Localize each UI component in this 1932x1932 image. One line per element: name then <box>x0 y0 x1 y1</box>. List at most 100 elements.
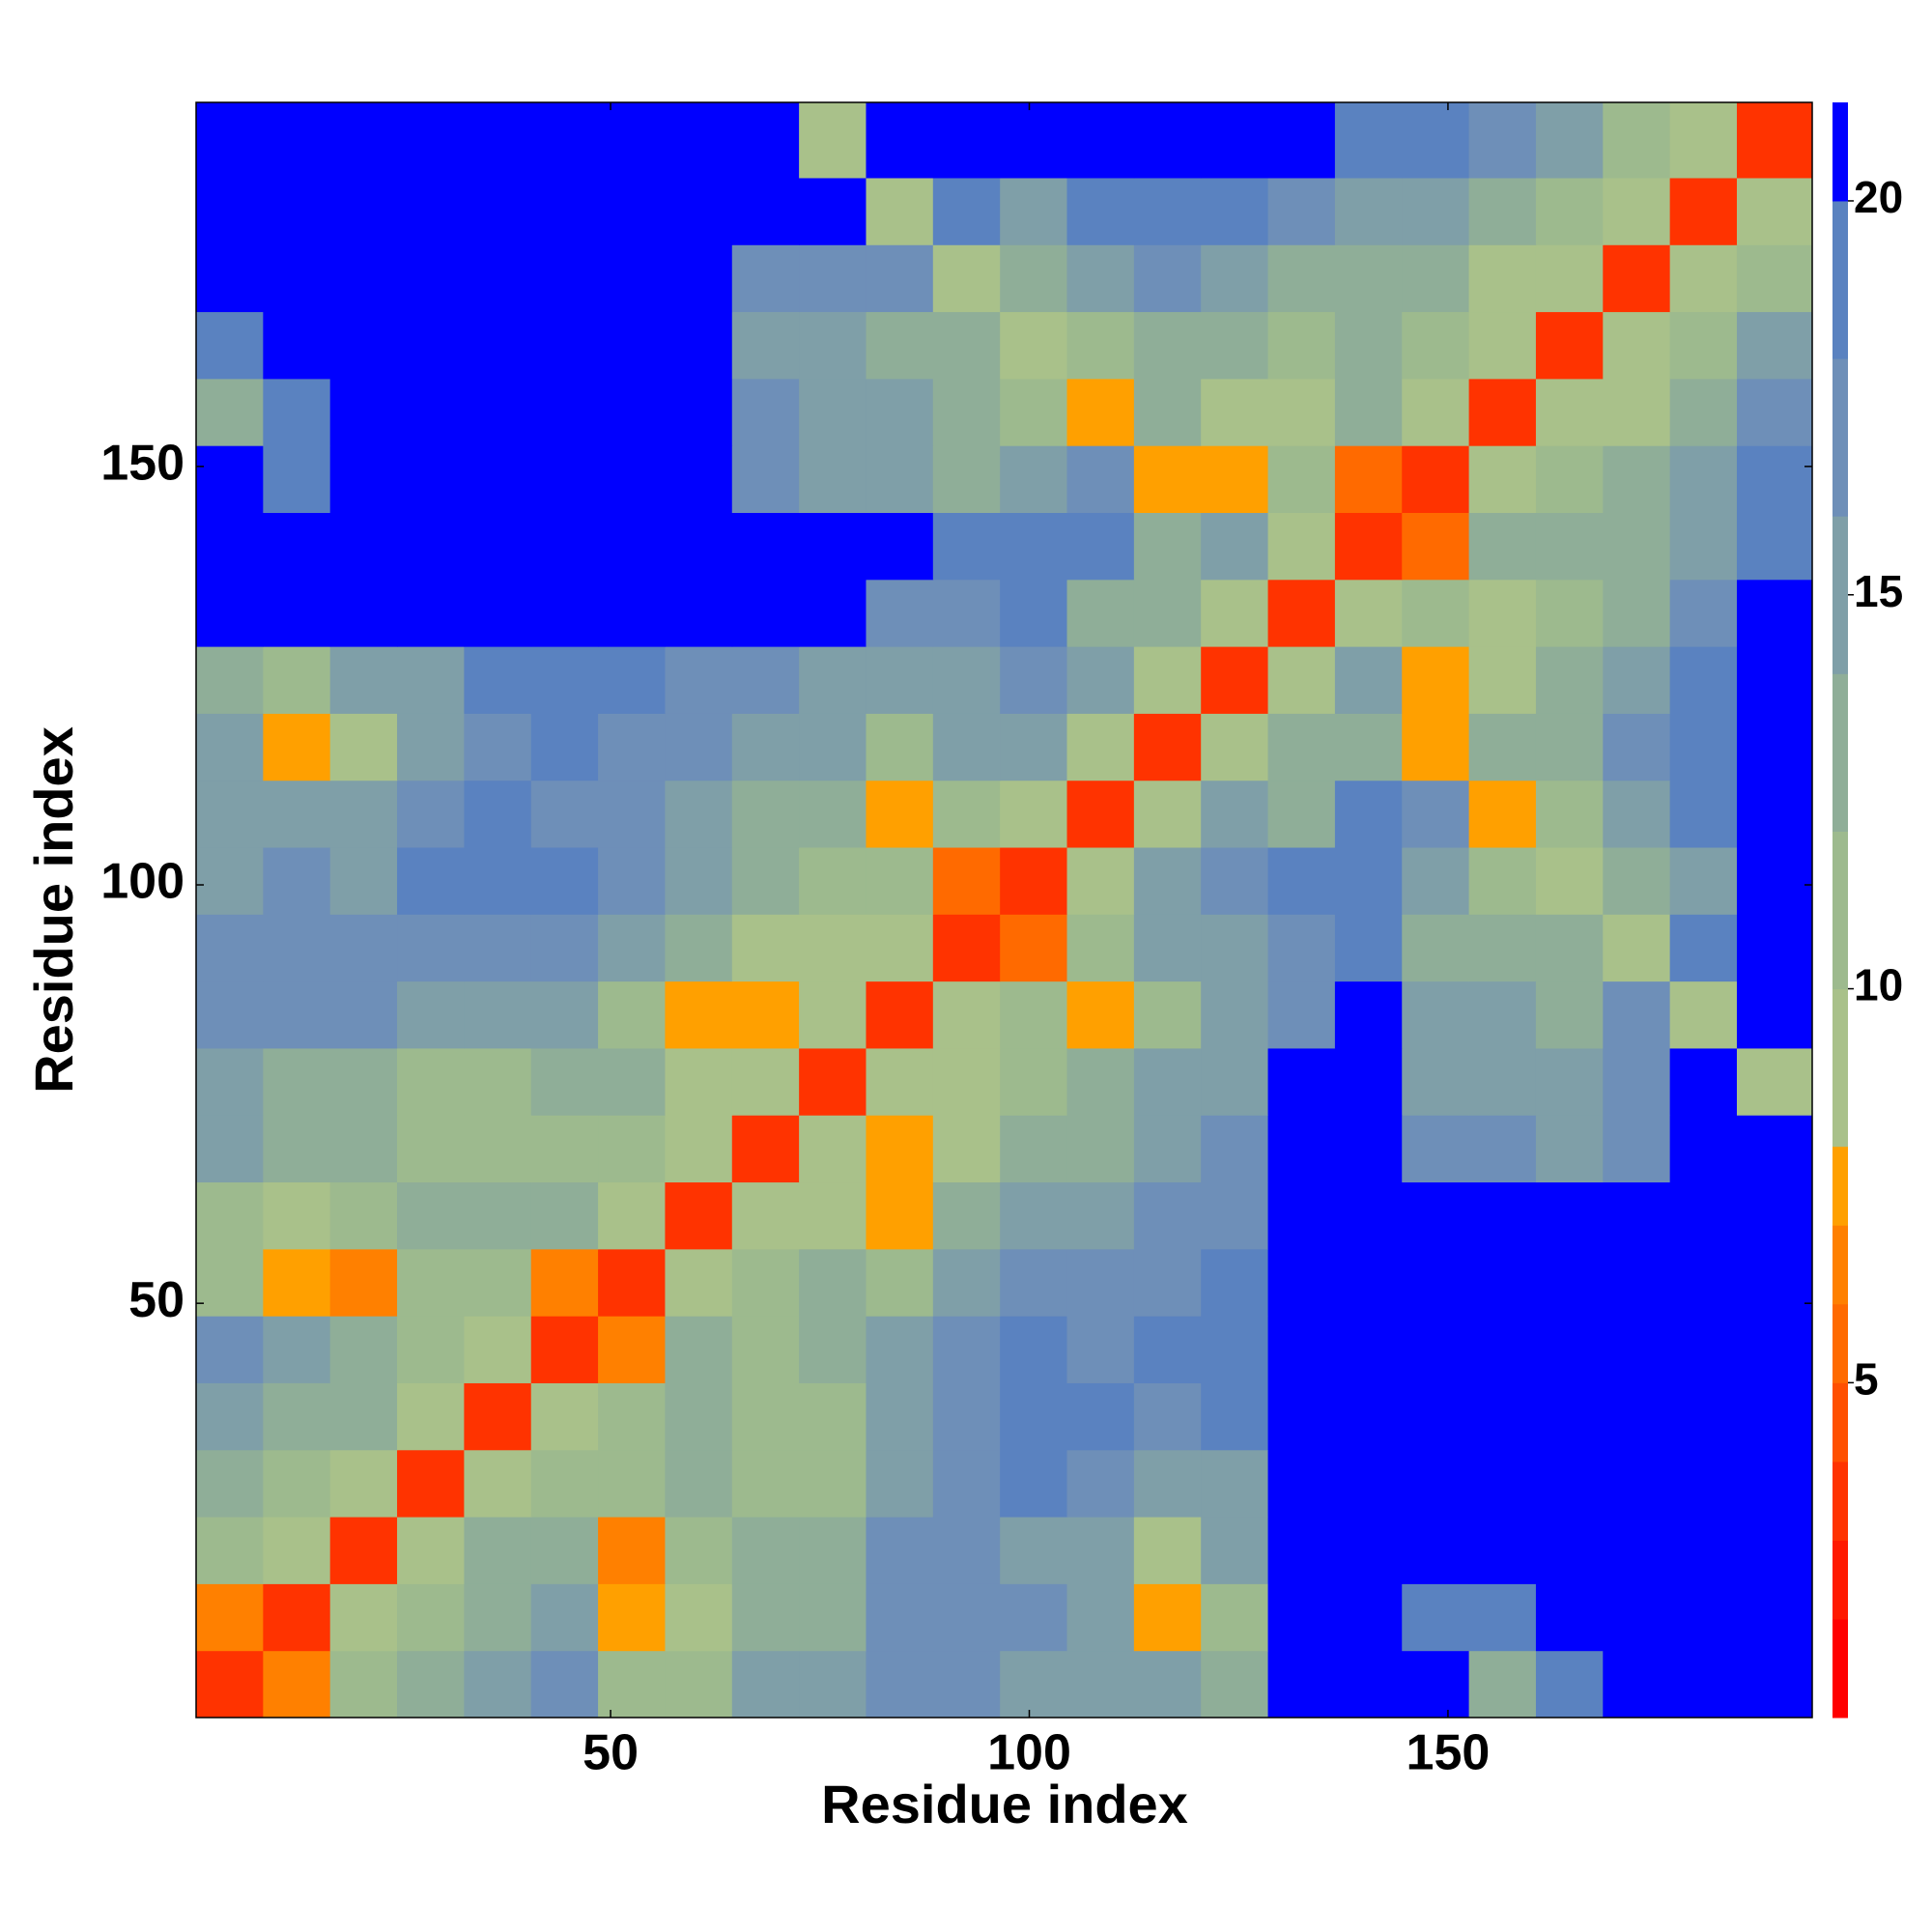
heatmap-cell <box>665 1115 733 1183</box>
heatmap-cell <box>263 1181 331 1250</box>
heatmap-cell <box>1267 1047 1336 1116</box>
heatmap-cell <box>397 1449 465 1518</box>
heatmap-cell <box>1066 1248 1135 1317</box>
heatmap-cell <box>1468 177 1537 245</box>
heatmap-cell <box>598 980 666 1049</box>
heatmap-cell <box>1201 1517 1269 1584</box>
heatmap-cell <box>1468 1650 1537 1719</box>
heatmap-cell <box>731 1517 800 1584</box>
heatmap-cell <box>263 847 331 915</box>
heatmap-cell <box>1603 378 1671 446</box>
heatmap-cell <box>1468 1449 1537 1518</box>
heatmap-cell <box>1736 1115 1813 1183</box>
heatmap-cell <box>1267 1650 1336 1719</box>
heatmap-cell <box>1066 1115 1135 1183</box>
heatmap-cell <box>1603 1583 1671 1652</box>
heatmap-cell <box>1402 646 1470 714</box>
heatmap-cell <box>1468 378 1537 446</box>
heatmap-cell <box>329 713 398 781</box>
heatmap-cell <box>1402 980 1470 1049</box>
heatmap-cell <box>329 512 398 581</box>
heatmap-cell <box>1402 445 1470 513</box>
heatmap-cell <box>464 102 532 179</box>
heatmap-cell <box>1468 244 1537 313</box>
heatmap-cell <box>1669 780 1738 848</box>
heatmap-cell <box>799 378 867 446</box>
heatmap-cell <box>329 1517 398 1584</box>
heatmap-cell <box>598 1382 666 1451</box>
heatmap-cell <box>530 1650 599 1719</box>
heatmap-cell <box>1133 980 1202 1049</box>
heatmap-cell <box>1066 1449 1135 1518</box>
heatmap-cell <box>932 445 1001 513</box>
heatmap-cell <box>263 311 331 380</box>
heatmap-cell <box>1133 177 1202 245</box>
heatmap-cell <box>731 847 800 915</box>
heatmap-cell <box>397 980 465 1049</box>
heatmap-cell <box>1402 1650 1470 1719</box>
colorbar-tick-label: 10 <box>1854 960 1903 1010</box>
heatmap-cell <box>932 1248 1001 1317</box>
x-tick-label: 150 <box>1406 1725 1491 1781</box>
heatmap-cell <box>1402 1181 1470 1250</box>
heatmap-cell <box>1669 512 1738 581</box>
heatmap-cell <box>1267 244 1336 313</box>
heatmap-cell <box>1334 1517 1403 1584</box>
colorbar-band <box>1833 1146 1848 1226</box>
heatmap-cell <box>731 579 800 647</box>
heatmap-cell <box>397 579 465 647</box>
heatmap-cell <box>932 378 1001 446</box>
heatmap-cell <box>665 445 733 513</box>
heatmap-cells <box>196 102 1813 1719</box>
heatmap-cell <box>665 713 733 781</box>
heatmap-cell <box>1402 244 1470 313</box>
heatmap-cell <box>932 1583 1001 1652</box>
heatmap-cell <box>598 1115 666 1183</box>
heatmap-cell <box>530 1449 599 1518</box>
heatmap-cell <box>196 102 264 179</box>
heatmap-cell <box>598 102 666 179</box>
heatmap-cell <box>1535 445 1604 513</box>
heatmap-cell <box>397 512 465 581</box>
heatmap-cell <box>598 1449 666 1518</box>
heatmap-cell <box>1066 1316 1135 1383</box>
heatmap-cell <box>1066 102 1135 179</box>
heatmap-cell <box>1535 1248 1604 1317</box>
heatmap-cell <box>1468 713 1537 781</box>
y-tick-label: 50 <box>128 1272 185 1328</box>
heatmap-cell <box>799 1047 867 1116</box>
heatmap-cell <box>1736 512 1813 581</box>
heatmap-cell <box>263 646 331 714</box>
heatmap-cell <box>329 1583 398 1652</box>
heatmap-cell <box>866 1047 934 1116</box>
heatmap-cell <box>263 713 331 781</box>
heatmap-cell <box>665 847 733 915</box>
heatmap-cell <box>1267 980 1336 1049</box>
heatmap-cell <box>1468 1181 1537 1250</box>
heatmap-cell <box>1201 1650 1269 1719</box>
heatmap-cell <box>1201 445 1269 513</box>
colorbar-band <box>1833 673 1848 832</box>
heatmap-cell <box>464 177 532 245</box>
heatmap-cell <box>1736 847 1813 915</box>
heatmap-cell <box>731 1115 800 1183</box>
heatmap-cell <box>1066 847 1135 915</box>
heatmap-cell <box>665 512 733 581</box>
heatmap-cell <box>263 512 331 581</box>
heatmap-cell <box>1267 177 1336 245</box>
heatmap-cell <box>1468 1517 1537 1584</box>
heatmap-cell <box>329 1047 398 1116</box>
heatmap-cell <box>799 1181 867 1250</box>
heatmap-cell <box>1535 311 1604 380</box>
heatmap-cell <box>1267 1316 1336 1383</box>
heatmap-cell <box>1000 1382 1068 1451</box>
heatmap-cell <box>1000 713 1068 781</box>
heatmap-cell <box>464 1650 532 1719</box>
heatmap-cell <box>866 177 934 245</box>
heatmap-cell <box>1066 1181 1135 1250</box>
heatmap-cell <box>1736 980 1813 1049</box>
heatmap-cell <box>1201 1115 1269 1183</box>
heatmap-cell <box>530 1248 599 1317</box>
heatmap-cell <box>1201 512 1269 581</box>
heatmap-cell <box>530 847 599 915</box>
